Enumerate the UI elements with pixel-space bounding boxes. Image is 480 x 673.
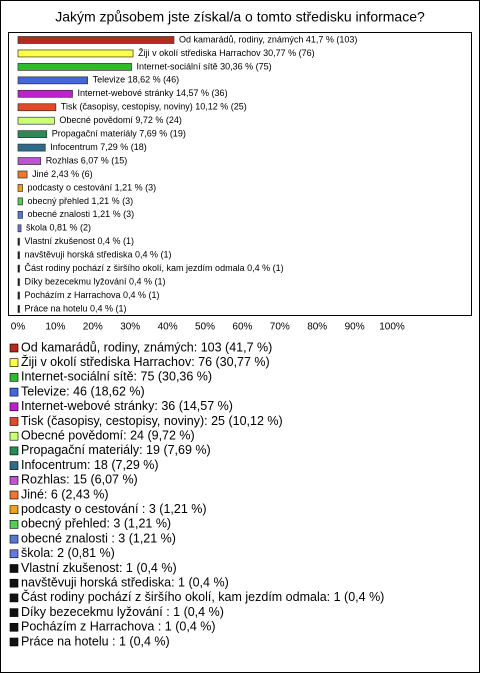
bar-label: Část rodiny pochází z širšího okolí, kam… [24,263,283,273]
bar [17,211,23,219]
legend-label: Rozhlas: 15 (6,07 %) [21,473,138,487]
x-tick-label: 80% [307,322,327,333]
legend-swatch [9,593,19,603]
bar-label: škola 0,81 % (2) [26,223,91,233]
legend-swatch [9,608,19,617]
legend-label: Díky bezecekmu lyžování : 1 (0,4 %) [21,605,224,619]
x-tick-label: 0% [11,322,26,333]
bar-label: Obecné povědomí 9,72 % (24) [59,115,182,125]
legend-swatch [9,549,19,559]
bar [17,264,20,273]
bar-label: Vlastní zkušenost 0,4 % (1) [24,236,134,246]
bar [17,291,20,300]
legend-label: Televize: 46 (18,62 %) [21,384,145,398]
legend-label: Jiné: 6 (2,43 %) [21,487,109,501]
bar-label: Díky bezecekmu lyžování 0,4 % (1) [24,276,165,286]
legend-label: Propagační materiály: 19 (7,69 %) [21,443,211,457]
bar [17,251,20,260]
x-tick-label: 40% [158,322,178,333]
legend-swatch [9,402,19,412]
bar-label: Televize 18,62 % (46) [93,75,180,85]
chart-title: Jakým způsobem jste získal/a o tomto stř… [55,9,425,25]
bar-label: Od kamarádů, rodiny, známých 41,7 % (103… [179,34,357,44]
legend-label: Infocentrum: 18 (7,29 %) [21,458,159,472]
x-tick-label: 30% [120,322,140,333]
legend-label: obecné znalosti : 3 (1,21 %) [21,531,176,545]
legend-label: Část rodiny pochází z širšího okolí, kam… [21,589,384,604]
legend-swatch [9,446,19,456]
bar-label: Internet-sociální sítě 30,36 % (75) [137,61,272,71]
legend-swatch [9,637,19,647]
bar [17,36,175,44]
legend-label: Žiji v okolí střediska Harrachov: 76 (30… [21,354,270,369]
legend-swatch [9,431,19,441]
legend-label: podcasty o cestování : 3 (1,21 %) [21,502,207,516]
x-tick-label: 20% [83,322,103,333]
legend-swatch [9,417,19,426]
legend-label: Obecné povědomí: 24 (9,72 %) [21,428,195,442]
x-tick-label: 90% [345,322,365,333]
bar-label: navštěvuji horská střediska 0,4 % (1) [24,250,171,260]
bar [17,143,46,152]
legend-swatch [9,505,19,515]
legend-label: obecný přehled: 3 (1,21 %) [21,517,171,531]
legend-swatch [9,564,19,573]
bar-label: obecné znalosti 1,21 % (3) [28,209,135,219]
legend-swatch [9,534,19,544]
bar [17,224,22,233]
bar-label: Propagační materiály 7,69 % (19) [52,129,186,139]
legend-label: Tisk (časopisy, cestopisy, noviny): 25 (… [21,414,283,428]
bar-label: Pocházím z Harrachova 0,4 % (1) [24,290,159,300]
legend-swatch [9,343,19,353]
bar-label: Jiné 2,43 % (6) [32,169,93,179]
bar [17,49,134,58]
legend-swatch [9,461,19,470]
legend-label: Internet-sociální sítě: 75 (30,36 %) [21,370,212,384]
bar-label: Žiji v okolí střediska Harrachov 30,77 %… [138,48,315,58]
legend-label: Práce na hotelu : 1 (0,4 %) [21,634,170,648]
legend-swatch [9,578,19,588]
plot-box [8,32,472,316]
bar [17,130,48,138]
bar-label: Práce na hotelu 0,4 % (1) [24,303,126,313]
x-tick-label: 100% [379,322,405,333]
bar-label: Internet-webové stránky 14,57 % (36) [77,88,227,98]
bar [17,116,55,125]
bar [17,278,20,286]
bar-label: podcasty o cestování 1,21 % (3) [28,182,157,192]
legend-label: navštěvuji horská střediska: 1 (0,4 %) [21,575,229,589]
legend-label: Internet-webové stránky: 36 (14,57 %) [21,399,233,413]
bar [17,89,73,98]
bar [17,305,20,313]
legend-swatch [9,387,19,397]
bar [17,197,23,206]
bar [17,63,132,71]
bar [17,170,28,179]
bar [17,76,88,85]
bar [17,184,23,192]
legend-label: Vlastní zkušenost: 1 (0,4 %) [21,561,177,575]
legend-swatch [9,358,19,368]
bar-label: Tisk (časopisy, cestopisy, noviny) 10,12… [61,102,247,112]
legend-swatch [9,490,19,500]
legend-label: škola: 2 (0,81 %) [21,546,115,560]
x-tick-label: 10% [45,322,65,333]
bar-label: Infocentrum 7,29 % (18) [50,142,147,152]
bar [17,237,20,246]
bar [17,103,57,112]
legend-label: Od kamarádů, rodiny, známých: 103 (41,7 … [21,340,272,354]
bar [17,157,42,165]
legend-swatch [9,475,19,485]
legend-label: Pocházím z Harrachova : 1 (0,4 %) [21,620,216,634]
legend-swatch [9,373,19,382]
x-tick-label: 60% [232,322,252,333]
x-tick-label: 50% [195,322,215,333]
bar-label: Rozhlas 6,07 % (15) [46,155,128,165]
legend-swatch [9,520,19,529]
x-tick-label: 70% [270,322,290,333]
bar-label: obecný přehled 1,21 % (3) [28,196,134,206]
legend-swatch [9,622,19,632]
